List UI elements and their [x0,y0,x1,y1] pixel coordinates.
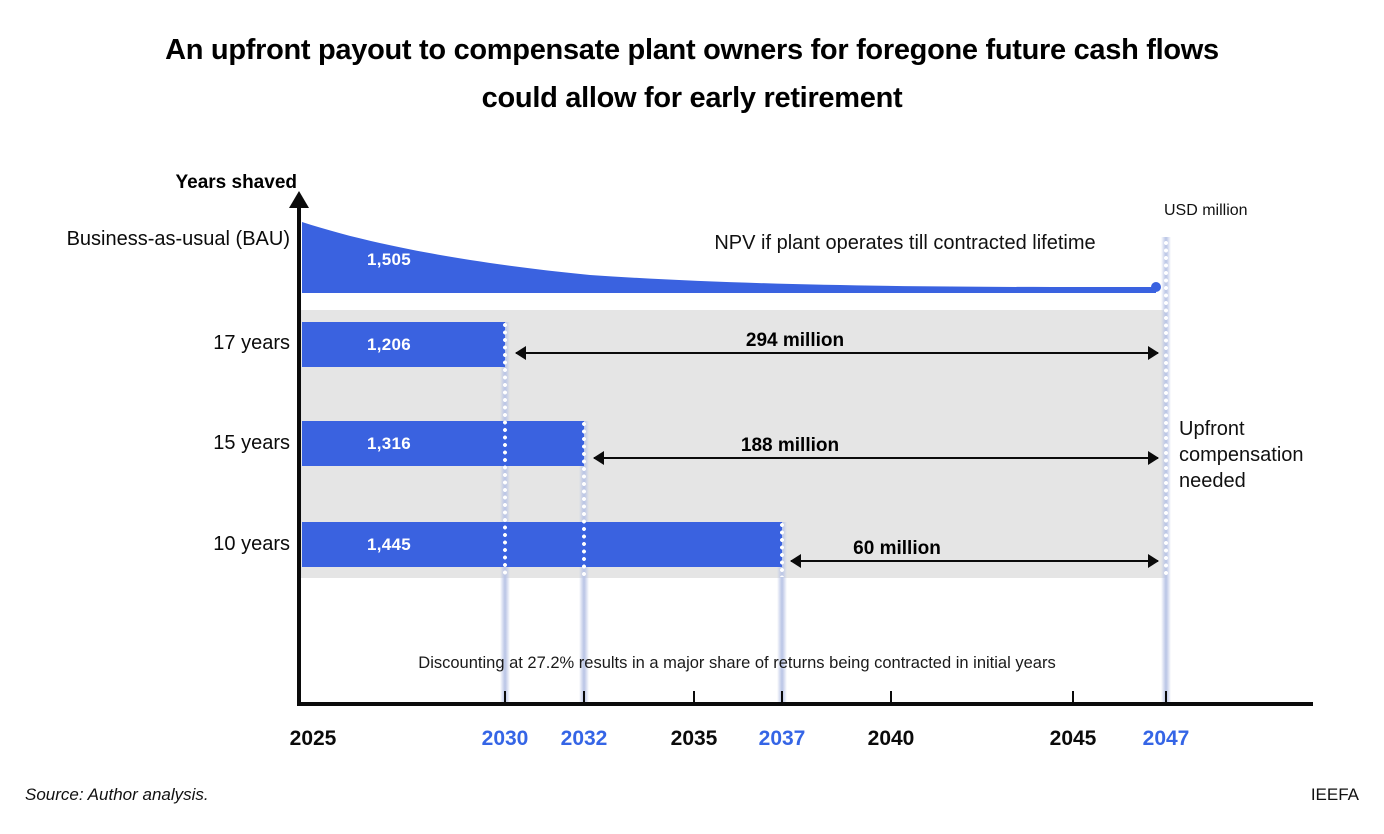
bar-17-years: 1,206 [302,322,505,367]
usd-million-label: USD million [1164,202,1248,219]
x-label-2032: 2032 [560,727,608,750]
discount-note: Discounting at 27.2% results in a major … [418,654,1056,672]
x-label-2035: 2035 [670,727,718,750]
bar-10-years: 1,445 [302,522,782,567]
dotted-guide-2030 [503,322,507,577]
compensation-label-17-years: 294 million [745,330,845,351]
y-axis-line [297,206,301,706]
bar-value-17-years: 1,206 [367,334,412,354]
bar-value-15-years: 1,316 [367,433,412,453]
source-note: Source: Author analysis. [25,785,209,804]
page-title: An upfront payout to compensate plant ow… [0,26,1384,122]
row-label-10-years: 10 years [213,533,290,555]
up-arrow-icon [289,191,309,208]
x-tick-2035 [693,691,695,703]
right-arrowhead-icon [1148,346,1159,361]
row-label-17-years: 17 years [213,332,290,354]
right-arrowhead-icon [1148,451,1159,466]
left-arrowhead-icon [790,554,801,569]
dotted-guide-2037 [780,522,784,577]
dotted-guide-2032 [582,421,586,577]
x-axis-line [297,702,1313,706]
x-tick-2040 [890,691,892,703]
left-arrowhead-icon [515,346,526,361]
x-tick-2045 [1072,691,1074,703]
brand-label: IEEFA [1310,785,1359,804]
x-label-2040: 2040 [867,727,915,750]
x-tick-2032 [583,691,585,703]
right-arrowhead-icon [1148,554,1159,569]
compensation-arrow-10-years [790,554,1159,569]
bar-value-10-years: 1,445 [367,534,412,554]
bar-value-bau: 1,505 [367,250,412,269]
page-title-line1: An upfront payout to compensate plant ow… [165,34,1219,66]
year-line-2037 [777,522,787,705]
compensation-label-10-years: 60 million [853,538,941,559]
upfront-compensation-annotation: Upfront compensation needed [1179,418,1304,492]
x-label-2030: 2030 [481,727,529,750]
compensation-label-15-years: 188 million [740,435,840,456]
x-label-2047: 2047 [1142,727,1190,750]
y-axis-title: Years shaved [175,172,297,193]
x-label-2025: 2025 [289,727,337,750]
x-tick-2047 [1165,691,1167,703]
page-title-line2: could allow for early retirement [481,82,903,114]
bau-npv-curve [302,222,1161,293]
x-label-2045: 2045 [1049,727,1097,750]
row-label-bau: Business-as-usual (BAU) [66,228,290,250]
compensation-arrow-17-years [515,346,1159,361]
dotted-guide-2047 [1164,240,1168,577]
x-label-2037: 2037 [758,727,806,750]
x-tick-2030 [504,691,506,703]
left-arrowhead-icon [593,451,604,466]
x-tick-2037 [781,691,783,703]
bar-15-years: 1,316 [302,421,584,466]
row-label-15-years: 15 years [213,432,290,454]
npv-annotation: NPV if plant operates till contracted li… [714,232,1096,254]
compensation-arrow-15-years [593,451,1159,466]
